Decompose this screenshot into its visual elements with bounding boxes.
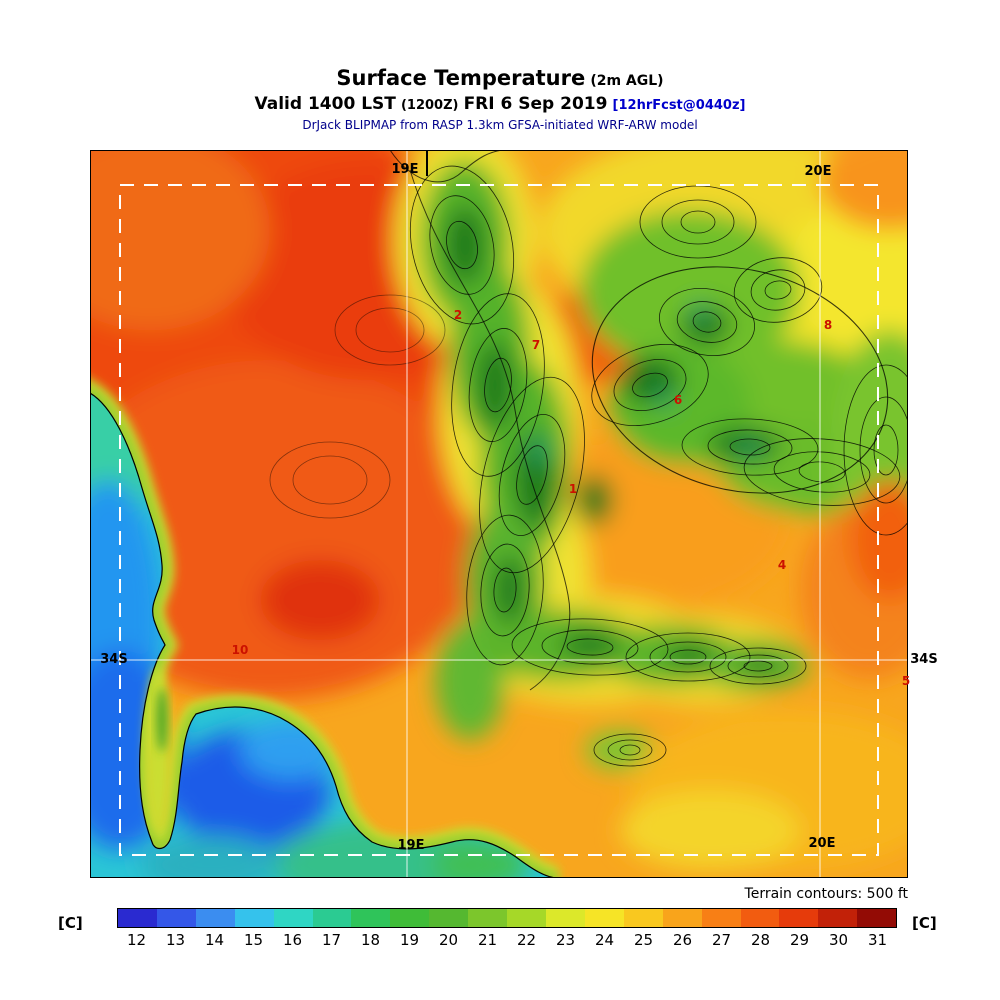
colorbar-tick-labels: 12 13 14 15 16 17 18 19 20 21 22 23 24 25 26 27 28 29 30 31: [117, 931, 897, 949]
colorbar-tick: 27: [711, 931, 732, 949]
colorbar-tick: 26: [672, 931, 693, 949]
colorbar-cell: [429, 909, 469, 927]
model-description: DrJack BLIPMAP from RASP 1.3km GFSA-init…: [302, 118, 698, 132]
colorbar-tick: 19: [399, 931, 420, 949]
colorbar-cell: [156, 909, 196, 927]
colorbar-tick: 29: [789, 931, 810, 949]
colorbar-cell: [623, 909, 663, 927]
colorbar-cell: [507, 909, 546, 927]
colorbar-tick: 18: [360, 931, 381, 949]
colorbar-tick: 25: [633, 931, 654, 949]
colorbar-cell: [390, 909, 430, 927]
plot-title-line: Surface Temperature (2m AGL): [0, 66, 1000, 93]
colorbar-tick: 23: [555, 931, 576, 949]
colorbar-cell: [584, 909, 624, 927]
colorbar-tick: 17: [321, 931, 342, 949]
plot-title: Surface Temperature: [336, 66, 586, 90]
colorbar-cell: [857, 909, 897, 927]
colorbar-cell: [312, 909, 352, 927]
colorbar-tick: 22: [516, 931, 537, 949]
colorbar-unit-left: [C]: [58, 914, 83, 932]
colorbar-tick: 16: [282, 931, 303, 949]
colorbar-tick: 30: [828, 931, 849, 949]
colorbar-cell: [273, 909, 313, 927]
colorbar-cell: [662, 909, 702, 927]
colorbar-unit-right: [C]: [912, 914, 937, 932]
colorbar-cell: [468, 909, 508, 927]
colorbar-tick: 20: [438, 931, 459, 949]
colorbar-tick: 12: [126, 931, 147, 949]
colorbar-cell: [234, 909, 274, 927]
colorbar-tick: 28: [750, 931, 771, 949]
temperature-map-canvas: [0, 90, 970, 878]
colorbar-cell: [701, 909, 741, 927]
plot-title-suffix: (2m AGL): [590, 73, 664, 89]
colorbar-cell: [351, 909, 391, 927]
colorbar-tick: 13: [165, 931, 186, 949]
terrain-contours-note: Terrain contours: 500 ft: [744, 886, 908, 902]
colorbar-cell: [118, 909, 157, 927]
colorbar-cell: [545, 909, 585, 927]
colorbar-tick: 24: [594, 931, 615, 949]
colorbar-gradient: [117, 908, 897, 928]
colorbar-cell: [195, 909, 235, 927]
colorbar-tick: 14: [204, 931, 225, 949]
valid-time-line: Valid 1400 LST (1200Z) FRI 6 Sep 2019 [1…: [0, 94, 1000, 116]
valid-zulu: (1200Z): [400, 98, 459, 113]
forecast-cycle: [12hrFcst@0440z]: [612, 98, 746, 113]
colorbar-cell: [779, 909, 819, 927]
colorbar-cell: [740, 909, 780, 927]
valid-date: FRI 6 Sep 2019: [463, 94, 608, 114]
temperature-colorbar: 12 13 14 15 16 17 18 19 20 21 22 23 24 25 26 27 28 29 30 31: [117, 908, 897, 949]
colorbar-cell: [818, 909, 858, 927]
colorbar-tick: 31: [867, 931, 888, 949]
valid-time: Valid 1400 LST: [254, 94, 396, 114]
title-block: Surface Temperature (2m AGL) Valid 1400 …: [0, 66, 1000, 132]
colorbar-tick: 15: [243, 931, 264, 949]
colorbar-tick: 21: [477, 931, 498, 949]
temperature-map: [0, 90, 970, 878]
axis-label-34s: 34S: [910, 652, 938, 667]
